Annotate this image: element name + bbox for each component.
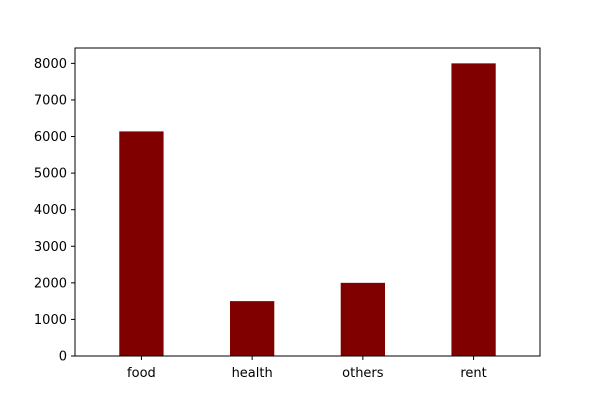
bar-others	[340, 282, 385, 356]
x-axis-ticks: food health others rent	[127, 356, 487, 381]
x-tick-label: health	[232, 366, 273, 381]
plot-frame	[74, 47, 541, 357]
y-axis-ticks: 0 1000 2000 3000 4000 5000 6000 7000 8000	[34, 57, 75, 365]
bar-rent	[451, 63, 496, 357]
y-tick-label: 7000	[34, 93, 67, 108]
bars-group	[119, 63, 496, 357]
y-tick-label: 2000	[34, 276, 67, 291]
x-tick-label: others	[342, 366, 384, 381]
y-tick-label: 0	[59, 350, 67, 365]
y-tick-label: 3000	[34, 240, 67, 255]
y-tick-label: 8000	[34, 57, 67, 72]
y-tick-label: 5000	[34, 167, 67, 182]
y-tick-label: 4000	[34, 203, 67, 218]
y-tick-label: 6000	[34, 130, 67, 145]
x-tick-label: food	[127, 366, 156, 381]
bar-health	[230, 301, 275, 356]
y-tick-label: 1000	[34, 313, 67, 328]
bar-food	[119, 131, 164, 356]
x-tick-label: rent	[460, 366, 486, 381]
